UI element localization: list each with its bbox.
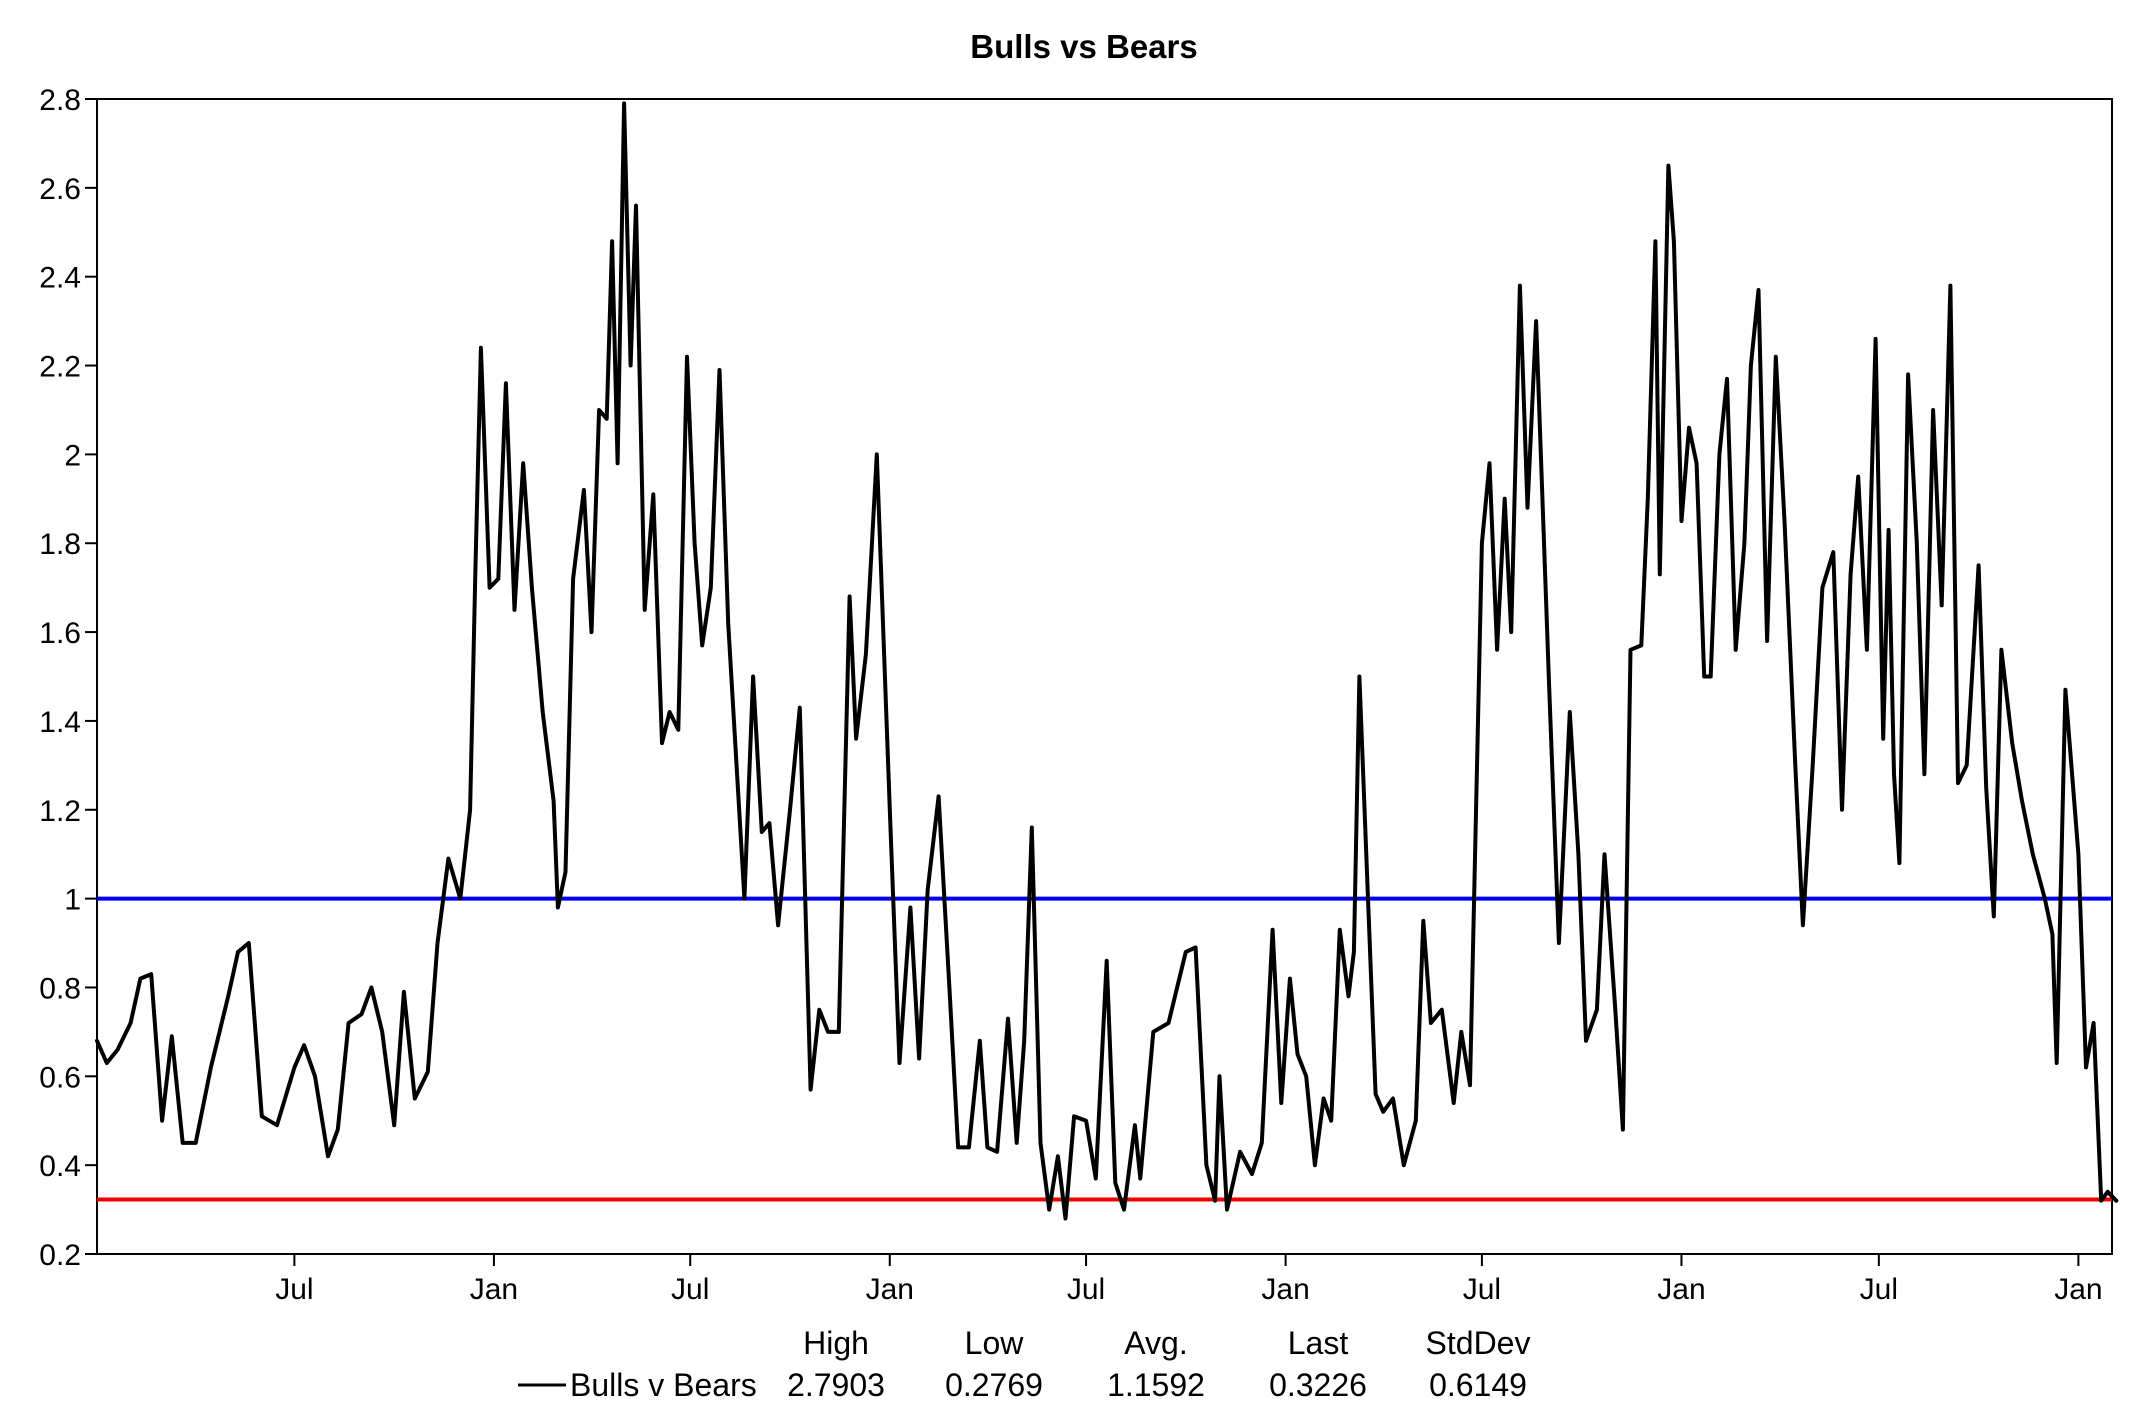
- x-tick-label: Jan: [1657, 1273, 1705, 1306]
- plot-frame: [96, 98, 2113, 1255]
- legend: Bulls v Bears High 2.7903 Low 0.2769 Avg. 1.1…: [518, 1325, 1530, 1403]
- x-tick-label: Jul: [671, 1273, 709, 1306]
- x-tick-label: Jul: [1860, 1273, 1898, 1306]
- reference-lines: [97, 896, 2112, 1202]
- stats-value: 0.2769: [945, 1367, 1043, 1403]
- y-tick-label: 2: [64, 439, 81, 472]
- stats-value: 2.7903: [787, 1367, 885, 1403]
- y-tick-label: 0.2: [39, 1239, 81, 1272]
- x-tick-label: Jul: [1067, 1273, 1105, 1306]
- y-tick-label: 1.6: [39, 617, 81, 650]
- stats-value: 0.6149: [1429, 1367, 1527, 1403]
- y-axis: 0.2 0.4 0.6 0.8 1 1.2 1.4 1.6 1.8 2 2.2 2.4 2.6 2.8: [39, 84, 97, 1272]
- y-tick-label: 2.6: [39, 173, 81, 206]
- y-tick-label: 2.8: [39, 84, 81, 117]
- x-tick-label: Jul: [1463, 1273, 1501, 1306]
- y-tick-label: 1.4: [39, 706, 81, 739]
- stats-header: StdDev: [1426, 1325, 1531, 1361]
- y-tick-label: 0.4: [39, 1150, 81, 1183]
- stats-header: Last: [1288, 1325, 1349, 1361]
- y-tick-label: 0.8: [39, 972, 81, 1005]
- y-tick-label: 1.2: [39, 795, 81, 828]
- stats-header: Avg.: [1124, 1325, 1187, 1361]
- stats-table: High 2.7903 Low 0.2769 Avg. 1.1592 Last 0.3226 S…: [787, 1325, 1530, 1403]
- x-tick-label: Jan: [470, 1273, 518, 1306]
- y-tick-label: 2.4: [39, 262, 81, 295]
- x-tick-label: Jan: [2054, 1273, 2102, 1306]
- stats-header: Low: [965, 1325, 1025, 1361]
- series-line-0: [95, 101, 2119, 1221]
- chart-title: Bulls vs Bears: [970, 28, 1197, 65]
- legend-series-name: Bulls v Bears: [570, 1367, 757, 1403]
- y-tick-label: 0.6: [39, 1061, 81, 1094]
- stats-header: High: [803, 1325, 869, 1361]
- x-tick-label: Jan: [1261, 1273, 1309, 1306]
- y-tick-label: 1.8: [39, 528, 81, 561]
- stats-value: 0.3226: [1269, 1367, 1367, 1403]
- series-layer: [95, 101, 2119, 1221]
- y-tick-label: 2.2: [39, 351, 81, 384]
- x-tick-label: Jul: [275, 1273, 313, 1306]
- stats-value: 1.1592: [1107, 1367, 1205, 1403]
- y-tick-label: 1: [64, 884, 81, 917]
- plot-area: [95, 98, 2119, 1255]
- x-tick-label: Jan: [866, 1273, 914, 1306]
